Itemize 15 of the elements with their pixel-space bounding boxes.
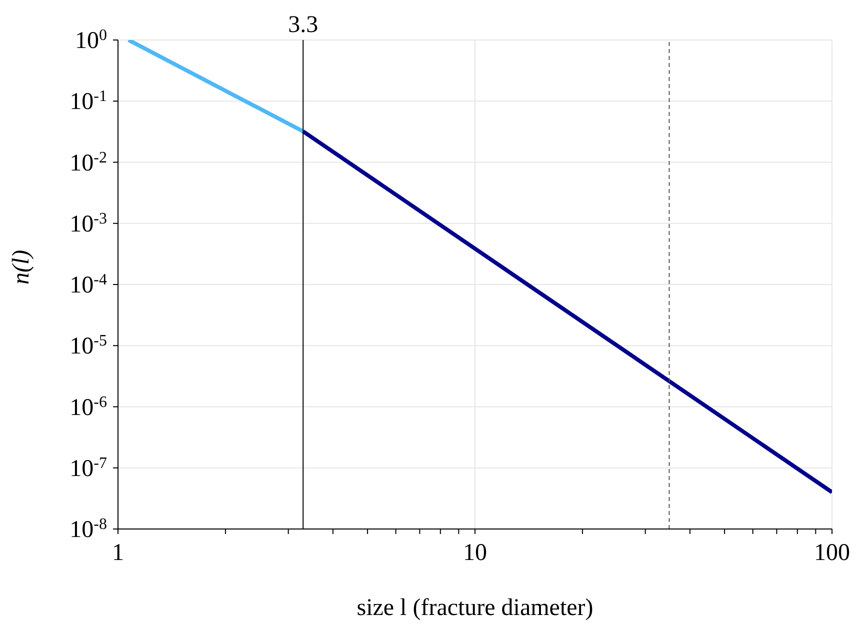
y-tick-label: 10$^{-5}$ <box>70 332 107 360</box>
y-tick-label: 10$^{-8}$ <box>70 516 107 543</box>
y-axis-title: n(l) <box>8 250 35 284</box>
y-tick-label: 10$^{-3}$ <box>70 210 107 238</box>
y-tick-label: 10$^{-1}$ <box>70 88 107 116</box>
y-tick-label: 10$^{0}$ <box>75 26 107 54</box>
x-tick-label: 1 <box>112 540 124 566</box>
y-tick-label: 10$^{-2}$ <box>70 148 107 176</box>
y-tick-label: 10$^{-7}$ <box>70 454 107 482</box>
x-tick-label: 10 <box>463 540 487 566</box>
x-axis-title: size l (fracture diameter) <box>356 595 594 621</box>
ref-line-label: 3.3 <box>288 12 318 38</box>
y-tick-label: 10$^{-6}$ <box>70 393 107 421</box>
x-tick-label: 100 <box>814 540 850 566</box>
y-tick-label: 10$^{-4}$ <box>70 271 107 298</box>
